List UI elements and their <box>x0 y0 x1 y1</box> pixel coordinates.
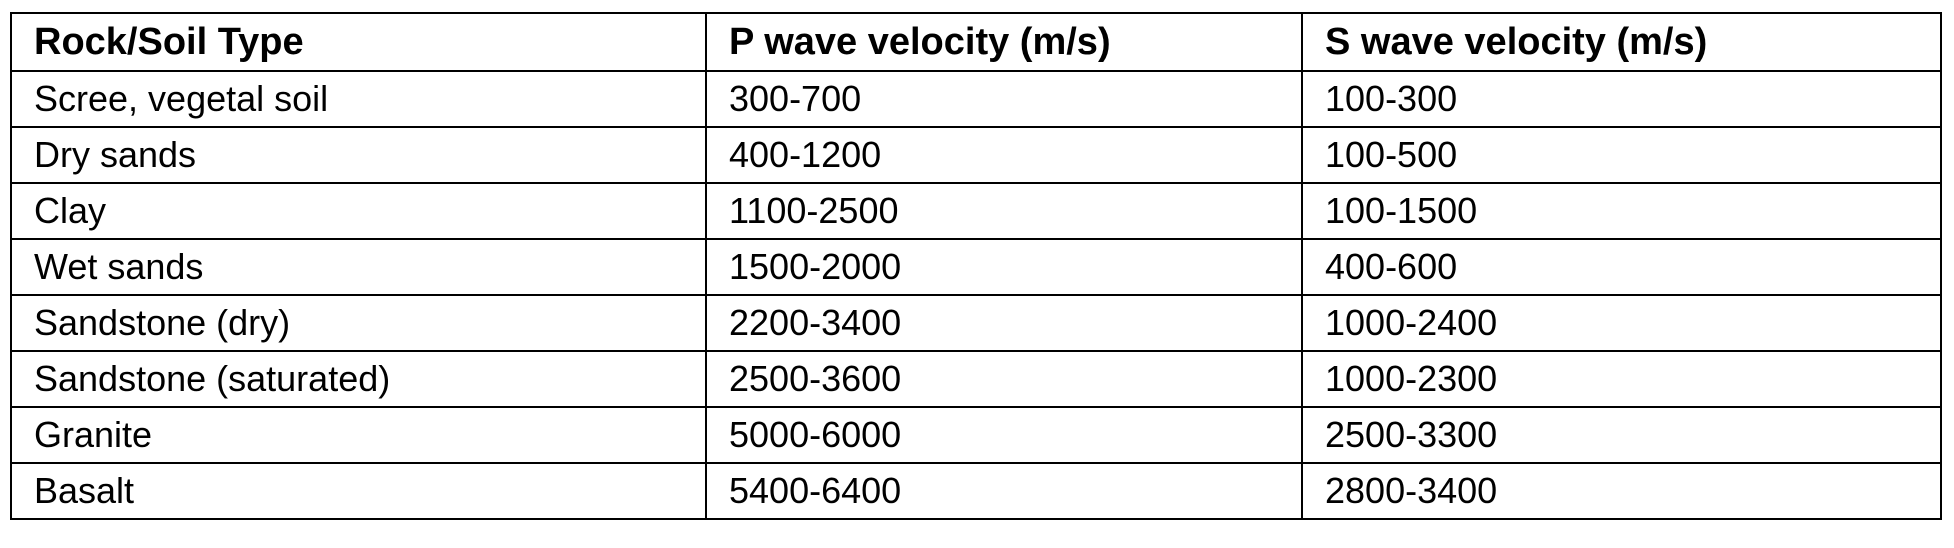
cell-s-wave-velocity: 100-300 <box>1301 70 1942 128</box>
velocity-table-container: Rock/Soil Type P wave velocity (m/s) S w… <box>10 12 1942 520</box>
header-s-wave-velocity: S wave velocity (m/s) <box>1301 12 1942 72</box>
cell-rock-soil-type: Clay <box>10 182 707 240</box>
cell-rock-soil-type: Scree, vegetal soil <box>10 70 707 128</box>
table-body: Scree, vegetal soil 300-700 100-300 Dry … <box>10 70 1942 520</box>
table-row: Basalt 5400-6400 2800-3400 <box>10 462 1942 520</box>
cell-rock-soil-type: Wet sands <box>10 238 707 296</box>
cell-rock-soil-type: Dry sands <box>10 126 707 184</box>
cell-p-wave-velocity: 5000-6000 <box>705 406 1303 464</box>
cell-p-wave-velocity: 2500-3600 <box>705 350 1303 408</box>
cell-p-wave-velocity: 2200-3400 <box>705 294 1303 352</box>
header-row: Rock/Soil Type P wave velocity (m/s) S w… <box>10 12 1942 72</box>
header-p-wave-velocity: P wave velocity (m/s) <box>705 12 1303 72</box>
velocity-table: Rock/Soil Type P wave velocity (m/s) S w… <box>10 12 1942 520</box>
table-row: Scree, vegetal soil 300-700 100-300 <box>10 70 1942 128</box>
table-row: Granite 5000-6000 2500-3300 <box>10 406 1942 464</box>
cell-p-wave-velocity: 1100-2500 <box>705 182 1303 240</box>
cell-s-wave-velocity: 1000-2300 <box>1301 350 1942 408</box>
table-row: Sandstone (saturated) 2500-3600 1000-230… <box>10 350 1942 408</box>
cell-s-wave-velocity: 100-500 <box>1301 126 1942 184</box>
cell-rock-soil-type: Sandstone (saturated) <box>10 350 707 408</box>
cell-p-wave-velocity: 400-1200 <box>705 126 1303 184</box>
cell-rock-soil-type: Basalt <box>10 462 707 520</box>
table-header: Rock/Soil Type P wave velocity (m/s) S w… <box>10 12 1942 72</box>
cell-p-wave-velocity: 300-700 <box>705 70 1303 128</box>
cell-p-wave-velocity: 1500-2000 <box>705 238 1303 296</box>
table-row: Clay 1100-2500 100-1500 <box>10 182 1942 240</box>
cell-s-wave-velocity: 1000-2400 <box>1301 294 1942 352</box>
cell-s-wave-velocity: 100-1500 <box>1301 182 1942 240</box>
table-row: Sandstone (dry) 2200-3400 1000-2400 <box>10 294 1942 352</box>
cell-rock-soil-type: Granite <box>10 406 707 464</box>
cell-rock-soil-type: Sandstone (dry) <box>10 294 707 352</box>
table-row: Dry sands 400-1200 100-500 <box>10 126 1942 184</box>
header-rock-soil-type: Rock/Soil Type <box>10 12 707 72</box>
cell-s-wave-velocity: 2800-3400 <box>1301 462 1942 520</box>
cell-s-wave-velocity: 2500-3300 <box>1301 406 1942 464</box>
cell-s-wave-velocity: 400-600 <box>1301 238 1942 296</box>
cell-p-wave-velocity: 5400-6400 <box>705 462 1303 520</box>
table-row: Wet sands 1500-2000 400-600 <box>10 238 1942 296</box>
